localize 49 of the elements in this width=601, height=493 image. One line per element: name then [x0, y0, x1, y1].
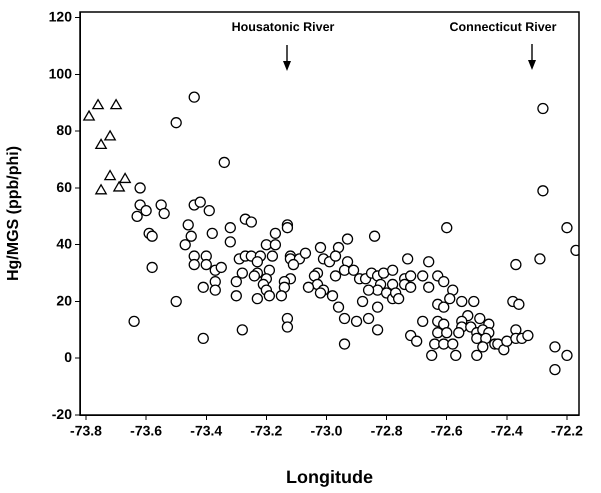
annotation: Connecticut River [448, 20, 558, 34]
x-tick-label: -73.8 [70, 422, 102, 438]
point [501, 336, 513, 347]
point [453, 327, 464, 338]
point [104, 170, 116, 180]
annotation: Housatonic River [230, 20, 336, 34]
y-tick-label: 80 [56, 122, 72, 138]
point [92, 99, 104, 110]
point [537, 185, 549, 196]
x-tick-label: -72.4 [490, 422, 524, 438]
point [456, 296, 468, 308]
point [474, 312, 486, 324]
y-tick-label: 40 [56, 236, 72, 252]
y-tick-label: -20 [52, 406, 72, 422]
point [513, 298, 525, 310]
y-tick-label: 100 [48, 65, 72, 82]
x-tick-label: -73.6 [130, 422, 162, 438]
point [549, 364, 561, 376]
point [471, 350, 482, 362]
point [95, 138, 107, 150]
point [113, 181, 125, 192]
x-tick-label: -73.0 [310, 422, 343, 438]
point [83, 110, 95, 121]
x-axis-title: Longitude [286, 467, 373, 488]
point [447, 284, 458, 296]
y-tick-label: 120 [48, 8, 72, 25]
point [549, 341, 561, 353]
point [537, 102, 549, 114]
y-tick-label: 0 [64, 349, 72, 366]
y-axis-title: Hg/MGS (ppb/phi) [5, 146, 22, 282]
point [104, 130, 116, 141]
point [522, 330, 534, 342]
point [119, 172, 131, 184]
y-tick-label: 20 [56, 292, 72, 308]
point [95, 184, 107, 194]
x-tick-label: -72.2 [551, 422, 584, 438]
x-tick-label: -72.6 [430, 422, 463, 438]
point [561, 350, 573, 362]
x-tick-label: -73.2 [250, 422, 283, 438]
point [534, 253, 546, 265]
x-tick-label: -73.4 [190, 422, 222, 438]
x-tick-label: -72.8 [370, 422, 403, 438]
point [561, 222, 573, 234]
y-tick-label: 60 [56, 178, 72, 195]
point [477, 341, 488, 353]
point [110, 99, 122, 110]
point [450, 350, 462, 362]
point [468, 296, 480, 308]
point [510, 258, 522, 270]
